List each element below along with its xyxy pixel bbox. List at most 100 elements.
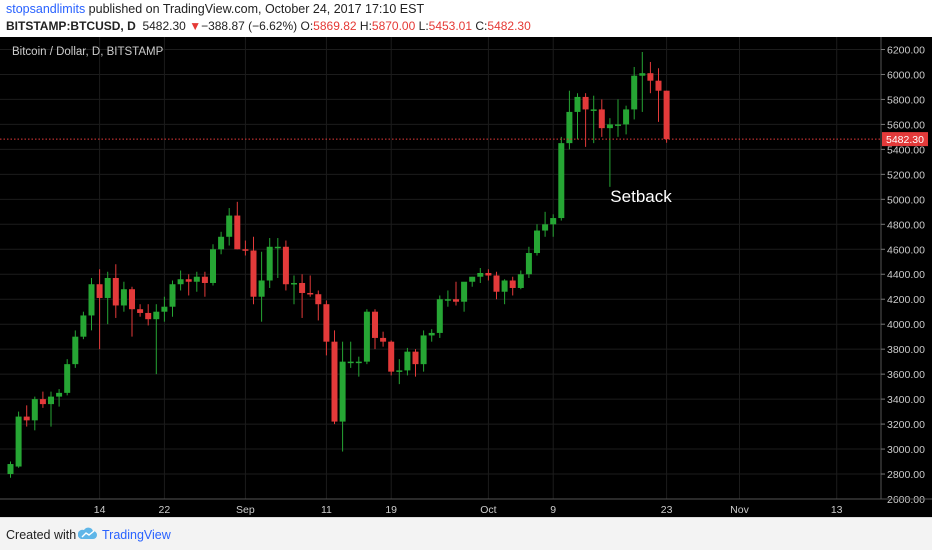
y-tick-label: 5200.00 bbox=[887, 169, 925, 181]
candle-body bbox=[542, 224, 549, 231]
y-tick-label: 3800.00 bbox=[887, 344, 925, 356]
y-tick-label: 4000.00 bbox=[887, 319, 925, 331]
candle-body bbox=[639, 73, 646, 76]
candle-body bbox=[436, 299, 443, 333]
candle-body bbox=[663, 90, 670, 140]
candle-body bbox=[185, 279, 192, 282]
candle-body bbox=[112, 277, 119, 306]
candle-body bbox=[615, 124, 621, 126]
price-change: −388.87 (−6.62%) bbox=[201, 19, 298, 33]
candle-body bbox=[96, 284, 103, 298]
candle-body bbox=[129, 289, 135, 310]
close-label: C: bbox=[475, 19, 488, 33]
high-label: H: bbox=[359, 19, 372, 33]
candle-body bbox=[534, 230, 540, 254]
published-text: published on TradingView.com, October 24… bbox=[85, 2, 425, 16]
y-tick-label: 2600.00 bbox=[887, 494, 925, 506]
y-tick-label: 5400.00 bbox=[887, 144, 925, 156]
candle-body bbox=[210, 249, 216, 283]
candle-body bbox=[80, 315, 87, 337]
candle-body bbox=[56, 392, 63, 397]
y-tick-label: 2800.00 bbox=[887, 469, 925, 481]
candle-body bbox=[169, 284, 176, 307]
tradingview-cloud-icon bbox=[78, 527, 97, 539]
candle-body bbox=[598, 109, 605, 129]
x-tick-label: Oct bbox=[480, 504, 496, 516]
candle-body bbox=[145, 312, 152, 320]
candle-body bbox=[315, 294, 322, 305]
candle-body bbox=[363, 311, 370, 362]
candle-body bbox=[218, 236, 225, 250]
candle-body bbox=[461, 281, 468, 302]
y-tick-label: 6000.00 bbox=[887, 69, 925, 81]
candle-body bbox=[201, 276, 208, 283]
last-price-tag bbox=[882, 132, 928, 147]
candle-body bbox=[517, 274, 524, 288]
x-tick-label: 11 bbox=[321, 504, 332, 516]
candle-body bbox=[428, 332, 435, 336]
candle-body bbox=[606, 124, 613, 129]
candle-body bbox=[193, 276, 200, 282]
candle-body bbox=[64, 364, 71, 393]
candle-body bbox=[485, 272, 492, 276]
x-tick-label: Nov bbox=[730, 504, 749, 516]
down-arrow-icon: ▼ bbox=[189, 19, 202, 33]
candle-body bbox=[623, 109, 630, 125]
price-axis[interactable] bbox=[881, 37, 932, 499]
candle-body bbox=[525, 253, 532, 275]
y-tick-label: 3000.00 bbox=[887, 444, 925, 456]
candle-body bbox=[153, 311, 160, 320]
candle-body bbox=[501, 280, 508, 292]
candle-body bbox=[347, 361, 354, 364]
y-tick-label: 6200.00 bbox=[887, 44, 925, 56]
publish-line: stopsandlimits published on TradingView.… bbox=[6, 2, 424, 16]
y-tick-label: 3600.00 bbox=[887, 369, 925, 381]
tradingview-link[interactable]: TradingView bbox=[102, 528, 171, 542]
candle-body bbox=[282, 246, 289, 285]
candle-body bbox=[509, 280, 516, 288]
candle-body bbox=[388, 341, 395, 372]
candlestick-chart[interactable]: 2600.00 2800.00 3000.00 3200.00 3400.00 3600.… bbox=[0, 37, 932, 517]
candles bbox=[7, 51, 670, 478]
candle-body bbox=[566, 111, 573, 144]
chart-background bbox=[0, 37, 932, 517]
candle-body bbox=[477, 272, 484, 277]
candle-body bbox=[299, 282, 306, 293]
x-tick-label: 19 bbox=[385, 504, 397, 516]
candle-body bbox=[444, 299, 451, 301]
candle-body bbox=[550, 218, 557, 225]
candle-body bbox=[469, 276, 476, 282]
candle-body bbox=[339, 361, 346, 422]
candle-body bbox=[39, 399, 46, 405]
y-tick-label: 5600.00 bbox=[887, 119, 925, 131]
y-tick-label: 4400.00 bbox=[887, 269, 925, 281]
candle-body bbox=[274, 246, 281, 249]
candle-body bbox=[161, 306, 168, 312]
x-tick-label: 22 bbox=[159, 504, 171, 516]
candle-body bbox=[15, 416, 22, 467]
last-price: 5482.30 bbox=[142, 19, 186, 33]
author-link[interactable]: stopsandlimits bbox=[6, 2, 86, 16]
grid bbox=[0, 37, 881, 500]
candle-body bbox=[250, 250, 257, 297]
y-tick-label: 5800.00 bbox=[887, 94, 925, 106]
candle-body bbox=[420, 335, 427, 365]
last-price-tag-label: 5482.30 bbox=[886, 134, 924, 146]
candle-body bbox=[258, 280, 265, 297]
x-tick-label: 9 bbox=[550, 504, 556, 516]
y-tick-label: 4600.00 bbox=[887, 244, 925, 256]
candle-body bbox=[226, 215, 233, 237]
ohlc-line: BITSTAMP:BTCUSD, D 5482.30 ▼−388.87 (−6.… bbox=[6, 19, 531, 33]
candle-body bbox=[307, 292, 314, 295]
open-label: O: bbox=[300, 19, 314, 33]
candle-body bbox=[574, 96, 581, 112]
candle-body bbox=[72, 336, 79, 365]
x-tick-label: Sep bbox=[236, 504, 255, 516]
candle-body bbox=[137, 309, 144, 313]
candle-body bbox=[412, 351, 419, 365]
candle-body bbox=[7, 464, 14, 475]
candle-body bbox=[234, 215, 241, 250]
y-tick-label: 4800.00 bbox=[887, 219, 925, 231]
y-tick-label: 3200.00 bbox=[887, 419, 925, 431]
candle-body bbox=[31, 399, 38, 421]
